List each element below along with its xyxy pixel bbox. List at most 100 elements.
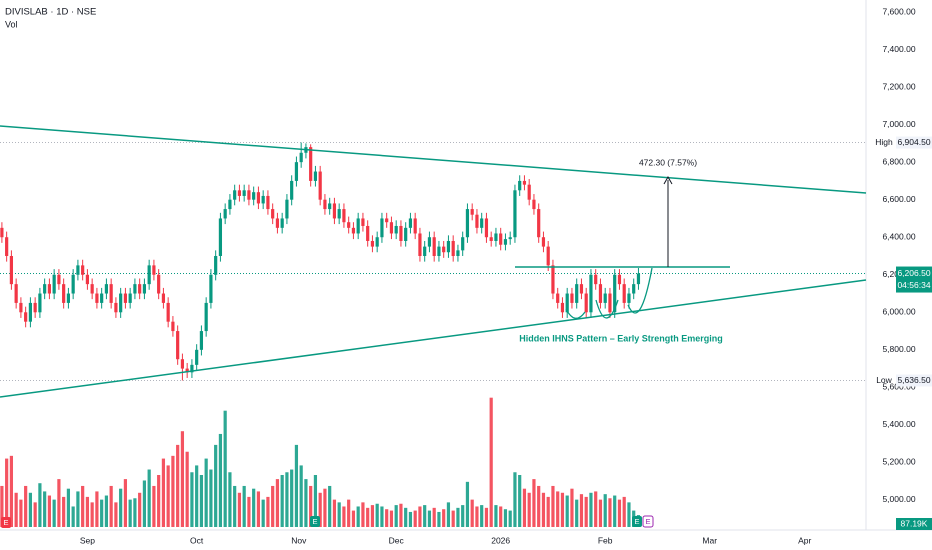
pattern-label: Hidden IHNS Pattern – Early Strength Eme…: [519, 333, 723, 343]
candle-body: [546, 246, 550, 266]
volume-bar: [432, 507, 436, 527]
volume-bar: [242, 485, 246, 527]
volume-bar: [513, 472, 517, 527]
volume-bar: [294, 444, 299, 527]
volume-bar: [565, 495, 569, 527]
drawings: [0, 125, 867, 398]
candle-body: [351, 227, 356, 234]
x-tick-label: Mar: [702, 535, 717, 545]
volume-bar: [385, 509, 389, 527]
lower-trendline: [0, 279, 867, 398]
candle-body: [456, 250, 460, 256]
candle-body: [375, 237, 379, 247]
candle-body: [465, 209, 470, 238]
candle-body: [337, 209, 341, 219]
chart-title: DIVISLAB · 1D · NSE: [5, 7, 96, 18]
candle-body: [133, 284, 137, 294]
candle-body: [565, 293, 569, 313]
y-tick-label: 6,000.00: [882, 307, 915, 317]
volume-bar: [546, 496, 550, 527]
event-label: E: [645, 517, 650, 526]
candle-body: [299, 152, 303, 163]
volume-bar: [285, 472, 289, 527]
volume-bar: [480, 505, 484, 527]
volume-bar: [57, 479, 61, 527]
volume-bar: [138, 492, 142, 527]
volume-bar: [95, 491, 99, 527]
candle-body: [389, 222, 394, 234]
event-label: E: [634, 517, 639, 526]
candle-body: [575, 284, 579, 303]
candle-body: [14, 284, 18, 303]
candle-body: [185, 368, 189, 373]
candle-body: [622, 284, 626, 303]
candle-body: [537, 209, 541, 238]
volume-bar: [185, 451, 189, 527]
candle-body: [142, 284, 147, 294]
y-tick-label: 5,200.00: [882, 457, 915, 467]
candle-body: [24, 312, 28, 322]
candle-body: [570, 293, 574, 303]
x-tick-label: Dec: [389, 535, 405, 545]
head-curve: [595, 299, 619, 319]
volume-bar: [437, 511, 441, 527]
y-tick-label: 6,600.00: [882, 194, 915, 204]
candle-body: [589, 274, 593, 313]
volume-bar: [47, 495, 52, 527]
volume-bar: [570, 488, 574, 527]
volume-bar: [5, 458, 9, 527]
candle-body: [95, 293, 99, 303]
x-tick-label: Nov: [291, 535, 307, 545]
y-tick-label: 5,600.00: [882, 382, 915, 392]
volume-bar: [71, 506, 75, 527]
candle-body: [275, 218, 280, 228]
volume-bar: [589, 492, 593, 527]
candle-body: [285, 199, 289, 219]
volume-bar: [199, 475, 204, 527]
volume-bar: [613, 495, 617, 527]
volume-bar: [147, 469, 151, 527]
candle-body: [190, 364, 194, 373]
volume-bar: [275, 479, 280, 527]
candle-body: [527, 184, 531, 200]
volume-bar: [252, 488, 256, 527]
candle-body: [313, 171, 318, 181]
price-levels: [0, 142, 866, 382]
candle-body: [261, 195, 265, 204]
y-tick-label: 7,200.00: [882, 81, 915, 91]
x-tick-label: Sep: [80, 535, 95, 545]
level-name: High: [875, 137, 893, 147]
candle-body: [556, 293, 560, 303]
measure-arrowhead: [663, 175, 673, 185]
volume-bar: [76, 491, 80, 527]
candle-body: [256, 192, 261, 204]
candle-body: [85, 274, 90, 285]
volume-bar: [465, 481, 470, 527]
volume-bar: [617, 499, 622, 527]
candle-body: [579, 284, 584, 294]
candle-body: [489, 237, 493, 241]
event-icon: [310, 516, 320, 527]
candle-body: [100, 293, 104, 303]
candle-body: [532, 199, 536, 210]
volume-bar: [527, 492, 531, 527]
volume-bar: [499, 506, 503, 527]
x-tick-label: 2026: [491, 535, 510, 545]
last-price-label: 6,206.50: [897, 268, 930, 278]
volume-bar: [123, 479, 128, 527]
candle-body: [347, 222, 351, 228]
volume-bar: [356, 506, 360, 527]
candle-body: [603, 293, 607, 303]
volume-bar: [380, 506, 384, 527]
volume-bar: [399, 503, 403, 527]
level-box: [896, 136, 932, 149]
volume-bar: [33, 502, 37, 527]
level-value: 5,636.50: [897, 375, 930, 385]
candle-body: [33, 302, 37, 313]
y-tick-label: 7,600.00: [882, 6, 915, 16]
candle-body: [128, 293, 132, 303]
volume-bar: [461, 505, 465, 527]
volume-bar: [337, 502, 341, 527]
volume-bar: [451, 510, 455, 527]
